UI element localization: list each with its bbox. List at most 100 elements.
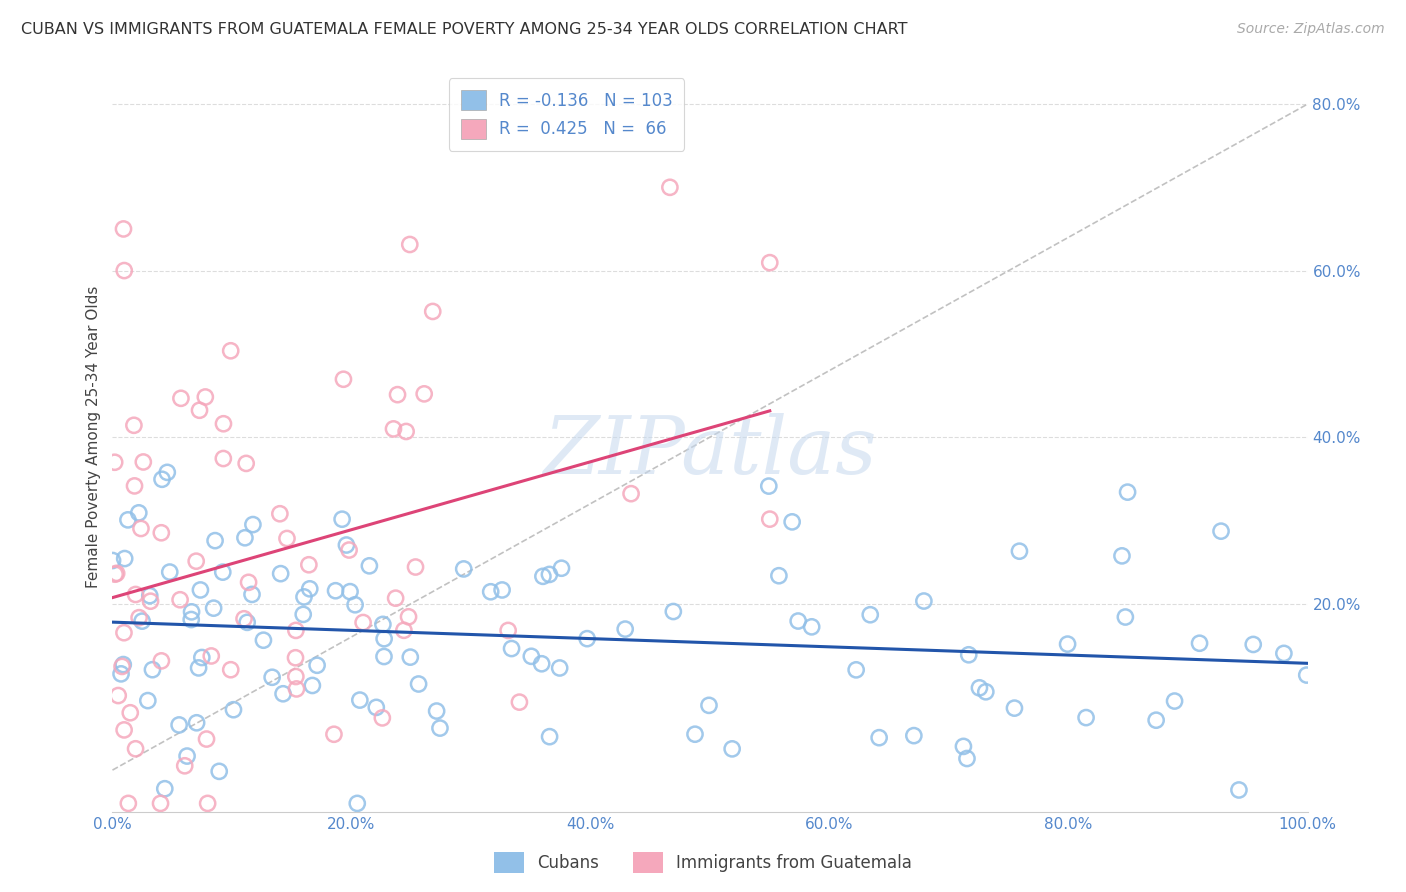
Point bbox=[371, 711, 394, 725]
Point bbox=[212, 417, 235, 431]
Point bbox=[332, 372, 354, 386]
Point bbox=[105, 566, 128, 581]
Point bbox=[139, 594, 162, 608]
Point bbox=[548, 661, 571, 675]
Point bbox=[1209, 524, 1232, 538]
Point bbox=[398, 609, 420, 624]
Point bbox=[136, 693, 159, 707]
Point bbox=[662, 605, 685, 619]
Point bbox=[114, 551, 136, 566]
Point bbox=[190, 582, 212, 597]
Text: CUBAN VS IMMIGRANTS FROM GUATEMALA FEMALE POVERTY AMONG 25-34 YEAR OLDS CORRELAT: CUBAN VS IMMIGRANTS FROM GUATEMALA FEMAL… bbox=[21, 22, 908, 37]
Point bbox=[176, 749, 198, 764]
Point bbox=[395, 425, 418, 439]
Point bbox=[479, 584, 502, 599]
Point bbox=[683, 727, 706, 741]
Point bbox=[104, 455, 127, 469]
Point bbox=[531, 569, 554, 583]
Point bbox=[195, 732, 218, 747]
Point bbox=[117, 513, 139, 527]
Point bbox=[359, 558, 381, 573]
Point bbox=[222, 703, 245, 717]
Point bbox=[373, 649, 395, 664]
Point bbox=[398, 237, 420, 252]
Point bbox=[159, 565, 181, 579]
Point bbox=[187, 661, 209, 675]
Point bbox=[101, 553, 124, 567]
Point bbox=[284, 624, 307, 638]
Point bbox=[269, 507, 291, 521]
Point bbox=[508, 695, 530, 709]
Point bbox=[186, 715, 208, 730]
Point bbox=[952, 739, 974, 754]
Text: Source: ZipAtlas.com: Source: ZipAtlas.com bbox=[1237, 22, 1385, 37]
Point bbox=[1144, 713, 1167, 727]
Point bbox=[384, 591, 406, 606]
Point bbox=[104, 567, 127, 582]
Point bbox=[392, 624, 415, 638]
Point bbox=[373, 632, 395, 646]
Point bbox=[1008, 544, 1031, 558]
Point bbox=[298, 558, 321, 572]
Point bbox=[721, 742, 744, 756]
Point bbox=[124, 587, 146, 601]
Point bbox=[292, 607, 315, 622]
Point bbox=[270, 566, 292, 581]
Point bbox=[408, 677, 430, 691]
Point bbox=[759, 255, 782, 269]
Point bbox=[969, 681, 991, 695]
Point bbox=[271, 687, 294, 701]
Point bbox=[371, 617, 394, 632]
Point bbox=[957, 648, 980, 662]
Point bbox=[1114, 610, 1136, 624]
Point bbox=[284, 650, 307, 665]
Point bbox=[974, 685, 997, 699]
Point bbox=[238, 575, 260, 590]
Point bbox=[349, 693, 371, 707]
Point bbox=[780, 515, 803, 529]
Point bbox=[346, 797, 368, 811]
Point bbox=[330, 512, 353, 526]
Point bbox=[307, 658, 329, 673]
Point bbox=[352, 615, 374, 630]
Point bbox=[697, 698, 720, 713]
Point bbox=[344, 598, 367, 612]
Point bbox=[128, 610, 150, 624]
Point bbox=[200, 648, 222, 663]
Point bbox=[538, 730, 561, 744]
Point bbox=[339, 584, 361, 599]
Point bbox=[285, 681, 308, 696]
Point bbox=[429, 721, 451, 735]
Point bbox=[202, 601, 225, 615]
Point bbox=[1056, 637, 1078, 651]
Point bbox=[235, 457, 257, 471]
Point bbox=[614, 622, 637, 636]
Point bbox=[128, 506, 150, 520]
Point bbox=[1241, 637, 1264, 651]
Point bbox=[150, 525, 173, 540]
Point bbox=[156, 466, 179, 480]
Point bbox=[124, 479, 146, 493]
Point bbox=[233, 531, 256, 545]
Point bbox=[1111, 549, 1133, 563]
Point bbox=[325, 583, 347, 598]
Point bbox=[845, 663, 868, 677]
Point bbox=[620, 486, 643, 500]
Point bbox=[1272, 646, 1295, 660]
Point bbox=[387, 387, 409, 401]
Point bbox=[252, 633, 274, 648]
Point bbox=[956, 751, 979, 765]
Point bbox=[212, 451, 235, 466]
Point bbox=[107, 689, 129, 703]
Point bbox=[170, 392, 193, 406]
Point bbox=[658, 180, 681, 194]
Point bbox=[131, 614, 153, 628]
Point bbox=[112, 222, 135, 236]
Point bbox=[139, 589, 162, 603]
Point bbox=[167, 718, 190, 732]
Point bbox=[903, 729, 925, 743]
Text: ZIPatlas: ZIPatlas bbox=[543, 413, 877, 491]
Point bbox=[422, 304, 444, 318]
Point bbox=[496, 624, 519, 638]
Point bbox=[211, 565, 233, 579]
